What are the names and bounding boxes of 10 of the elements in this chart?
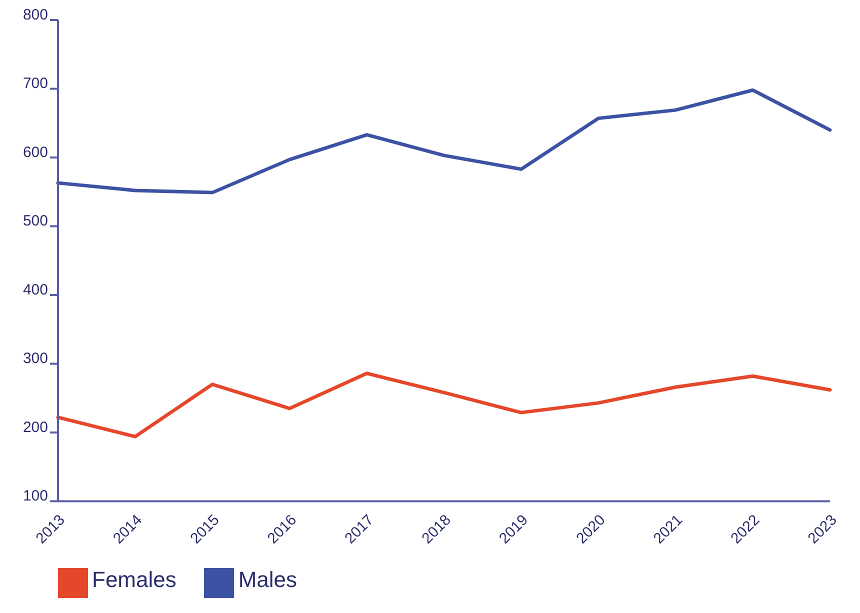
y-tick-label: 100	[22, 488, 48, 505]
y-tick-label: 500	[22, 212, 48, 230]
y-tick-label: 700	[22, 75, 48, 92]
y-tick-label: 200	[22, 418, 48, 436]
y-tick-label: 800	[22, 6, 48, 24]
legend-label: Males	[238, 567, 298, 592]
legend-label: Females	[92, 567, 176, 592]
y-tick-label: 300	[22, 350, 48, 368]
y-tick-label: 400	[22, 281, 48, 298]
y-tick-label: 600	[22, 144, 48, 161]
